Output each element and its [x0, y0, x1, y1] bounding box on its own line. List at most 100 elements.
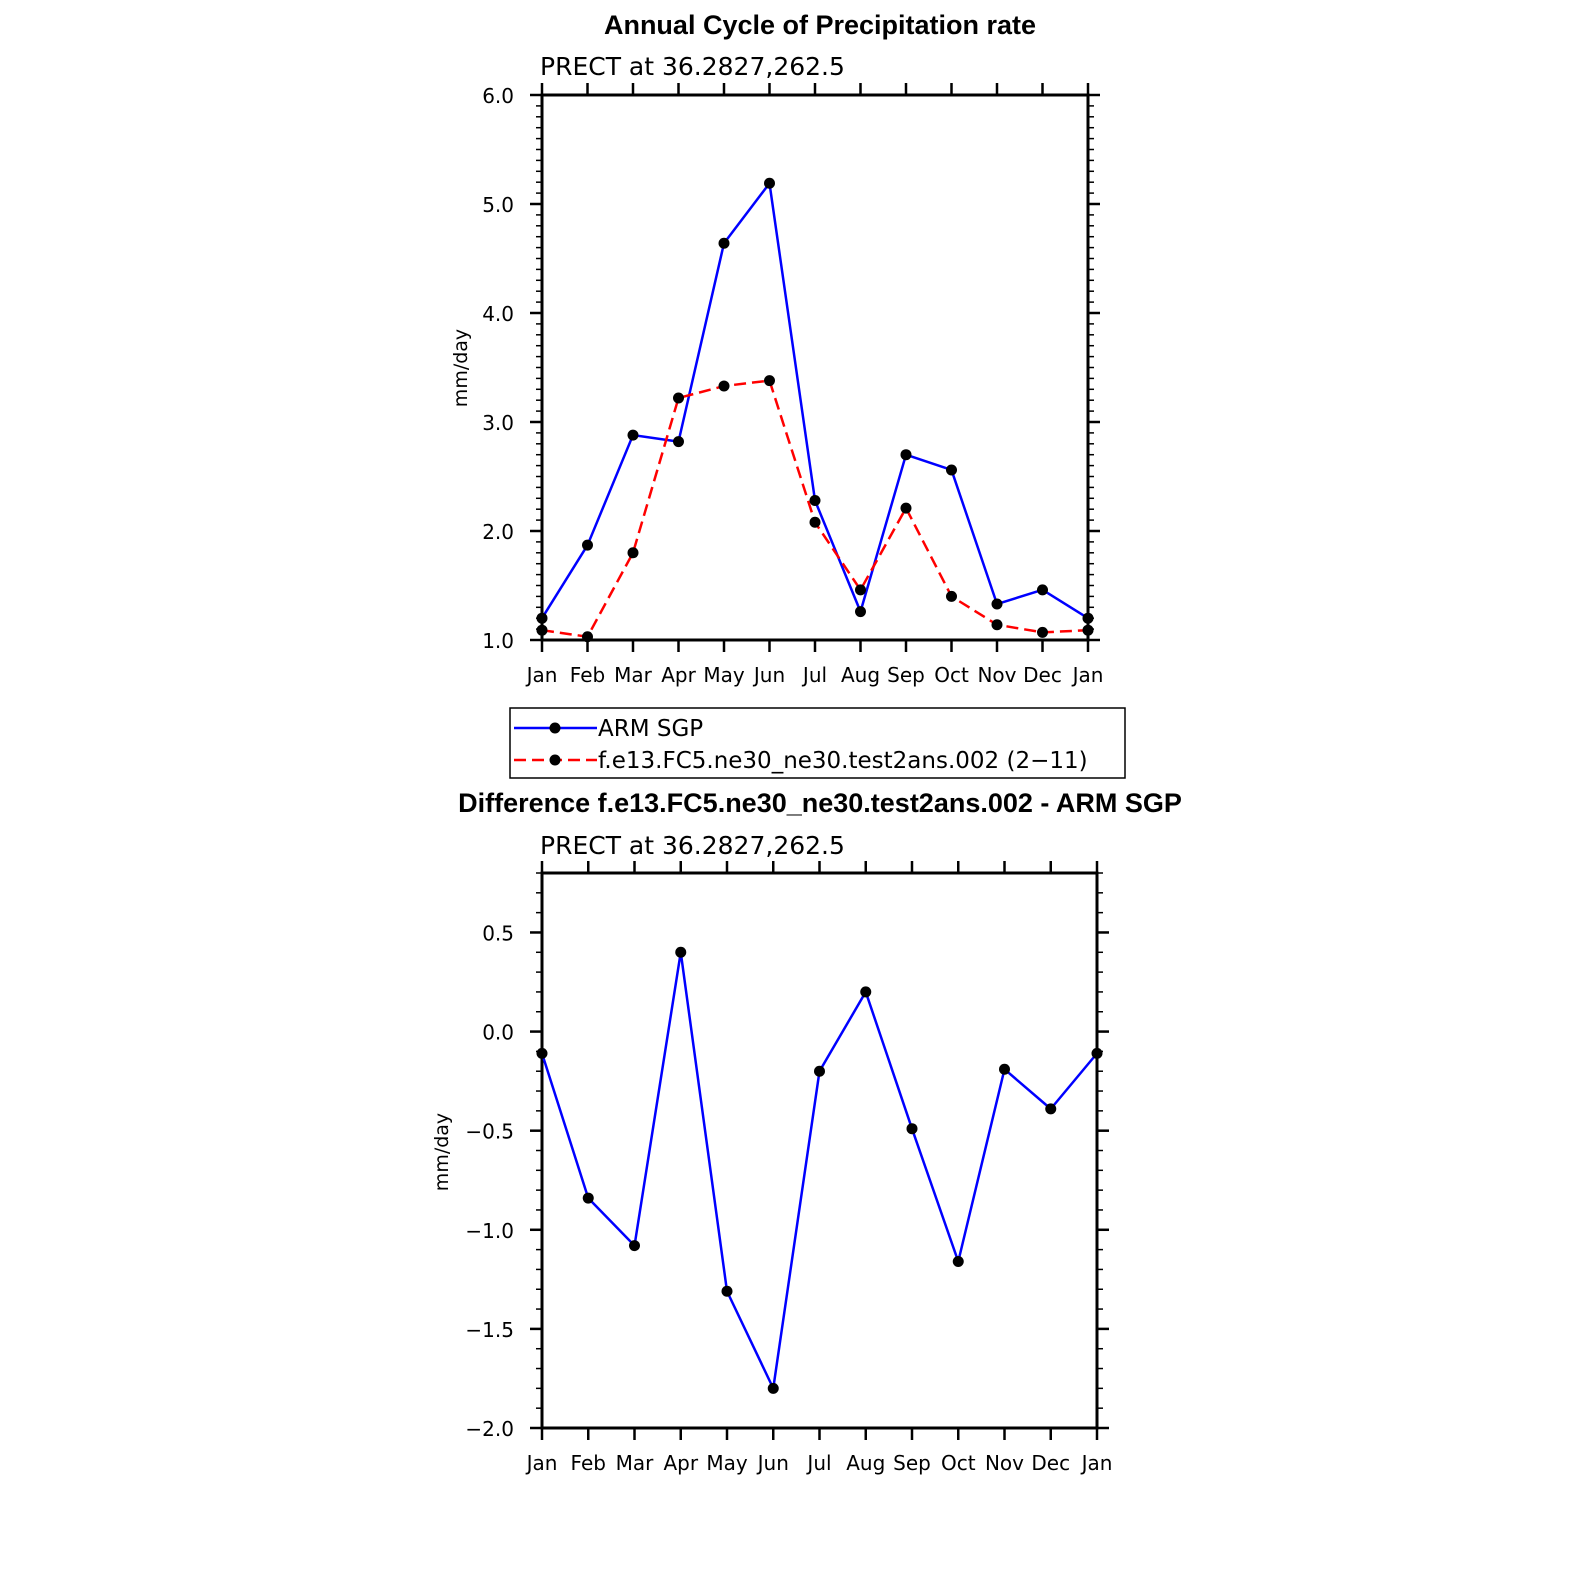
- top-x-tick-label: Apr: [661, 663, 696, 687]
- legend-item-obs: ARM SGP: [514, 716, 703, 742]
- top-series-1-point: [718, 380, 730, 392]
- bottom-series-layer: [536, 946, 1103, 1394]
- bottom-series-0-point: [814, 1065, 825, 1077]
- bottom-x-tick-label: May: [706, 1451, 748, 1475]
- top-x-tick-label: May: [703, 663, 745, 687]
- top-series-0-point: [536, 612, 548, 624]
- top-series-0-point: [764, 177, 775, 189]
- bottom-x-tick-label: Feb: [571, 1451, 606, 1475]
- top-y-tick-label: 4.0: [482, 302, 514, 326]
- legend-marker-obs: [549, 722, 561, 734]
- top-series-1-point: [855, 584, 866, 596]
- top-x-tick-label: Mar: [614, 663, 653, 687]
- bottom-x-tick-label: Oct: [941, 1451, 976, 1475]
- top-y-tick-label: 1.0: [482, 629, 514, 653]
- top-series-1-point: [946, 590, 957, 602]
- bottom-x-tick-label: Jan: [525, 1451, 558, 1475]
- top-axes: Jan Feb Mar Apr May Jun Jul Aug Sep Oct Nov Dec Jan 1…: [482, 83, 1103, 687]
- bottom-x-tick-label: Dec: [1031, 1451, 1070, 1475]
- bottom-series-0-point: [860, 986, 872, 998]
- bottom-x-tick-label: Jul: [805, 1451, 831, 1475]
- top-series-0-point: [946, 464, 957, 476]
- bottom-chart-title: Difference f.e13.FC5.ne30_ne30.test2ans.…: [458, 788, 1182, 818]
- bottom-plot-frame: [540, 871, 1099, 1430]
- top-series-0-point: [991, 598, 1003, 610]
- bottom-series-0-point: [1045, 1103, 1057, 1115]
- top-series-0-point: [582, 539, 593, 551]
- bottom-x-tick-label: Nov: [985, 1451, 1024, 1475]
- top-y-tick-label: 5.0: [482, 193, 514, 217]
- top-series-0-point: [1082, 612, 1094, 624]
- top-plot-frame: [540, 93, 1090, 642]
- bottom-y-tick-label: −1.0: [465, 1219, 514, 1243]
- bottom-series-0-point: [582, 1192, 594, 1204]
- bottom-x-tick-label: Mar: [616, 1451, 655, 1475]
- top-x-tick-label: Aug: [841, 663, 880, 687]
- top-x-tick-label: Nov: [977, 663, 1016, 687]
- bottom-y-tick-label: −2.0: [465, 1417, 514, 1441]
- top-x-tick-label: Jul: [801, 663, 827, 687]
- bottom-x-tick-label: Apr: [663, 1451, 698, 1475]
- bottom-chart: Difference f.e13.FC5.ne30_ne30.test2ans.…: [431, 788, 1182, 1475]
- bottom-series-line-0: [540, 951, 1098, 1390]
- top-series-0-point: [900, 449, 912, 461]
- top-series-1-point: [627, 547, 639, 559]
- bottom-series-0-point: [536, 1047, 548, 1059]
- top-series-0-point: [1037, 584, 1048, 596]
- bottom-y-tick-label: −0.5: [465, 1120, 514, 1144]
- top-chart-title: Annual Cycle of Precipitation rate: [604, 10, 1036, 40]
- bottom-series-0-point: [675, 946, 687, 958]
- bottom-y-tick-label: 0.5: [482, 921, 514, 945]
- top-series-1-point: [536, 624, 548, 636]
- bottom-x-tick-label: Sep: [893, 1451, 931, 1475]
- top-series-0-point: [809, 494, 821, 506]
- legend-label-obs: ARM SGP: [598, 716, 703, 742]
- bottom-y-tick-label: −1.5: [465, 1318, 514, 1342]
- top-series-line-0: [540, 182, 1089, 620]
- bottom-series-0-point: [629, 1240, 640, 1252]
- legend-box: [509, 707, 1126, 779]
- bottom-x-tick-label: Aug: [846, 1451, 885, 1475]
- bottom-series-0-point: [1091, 1047, 1103, 1059]
- bottom-chart-subtitle: PRECT at 36.2827,262.5: [540, 831, 845, 860]
- top-series-1-point: [900, 502, 912, 514]
- top-chart-subtitle: PRECT at 36.2827,262.5: [540, 52, 845, 81]
- top-x-tick-label: Jan: [1071, 663, 1104, 687]
- bottom-series-0-point: [999, 1063, 1010, 1075]
- top-x-tick-label: Jan: [525, 663, 558, 687]
- top-series-1-point: [673, 392, 684, 404]
- top-y-axis-label: mm/day: [450, 329, 472, 407]
- legend: ARM SGP f.e13.FC5.ne30_ne30.test2ans.002…: [509, 707, 1126, 779]
- top-series-0-point: [718, 237, 730, 249]
- bottom-series-0-point: [952, 1256, 964, 1267]
- top-series-layer: [536, 177, 1094, 643]
- bottom-x-tick-label: Jun: [756, 1451, 789, 1475]
- legend-marker-model: [549, 754, 561, 766]
- top-x-tick-label: Oct: [934, 663, 969, 687]
- legend-label-model: f.e13.FC5.ne30_ne30.test2ans.002 (2−11): [598, 748, 1088, 774]
- legend-item-model: f.e13.FC5.ne30_ne30.test2ans.002 (2−11): [514, 748, 1088, 774]
- top-series-0-point: [627, 429, 639, 441]
- top-x-tick-label: Sep: [887, 663, 925, 687]
- top-x-tick-label: Jun: [752, 663, 785, 687]
- bottom-y-axis-label: mm/day: [431, 1113, 453, 1191]
- top-series-0-point: [673, 436, 684, 448]
- top-x-tick-label: Dec: [1023, 663, 1062, 687]
- top-series-1-point: [991, 619, 1003, 631]
- top-series-1-point: [1037, 626, 1048, 638]
- top-chart: Annual Cycle of Precipitation rate PRECT…: [450, 10, 1103, 687]
- top-y-tick-label: 6.0: [482, 84, 514, 108]
- bottom-x-tick-label: Jan: [1080, 1451, 1113, 1475]
- top-y-tick-label: 2.0: [482, 520, 514, 544]
- top-series-1-point: [1082, 624, 1094, 636]
- top-series-0-point: [855, 606, 866, 618]
- top-series-1-point: [582, 631, 593, 643]
- top-series-1-point: [809, 516, 821, 528]
- top-x-tick-label: Feb: [570, 663, 605, 687]
- bottom-series-0-point: [721, 1285, 733, 1297]
- bottom-series-0-point: [767, 1382, 779, 1394]
- bottom-axes: Jan Feb Mar Apr May Jun Jul Aug Sep Oct Nov Dec Jan−…: [465, 861, 1112, 1475]
- top-series-line-1: [541, 379, 1089, 638]
- top-y-tick-label: 3.0: [482, 411, 514, 435]
